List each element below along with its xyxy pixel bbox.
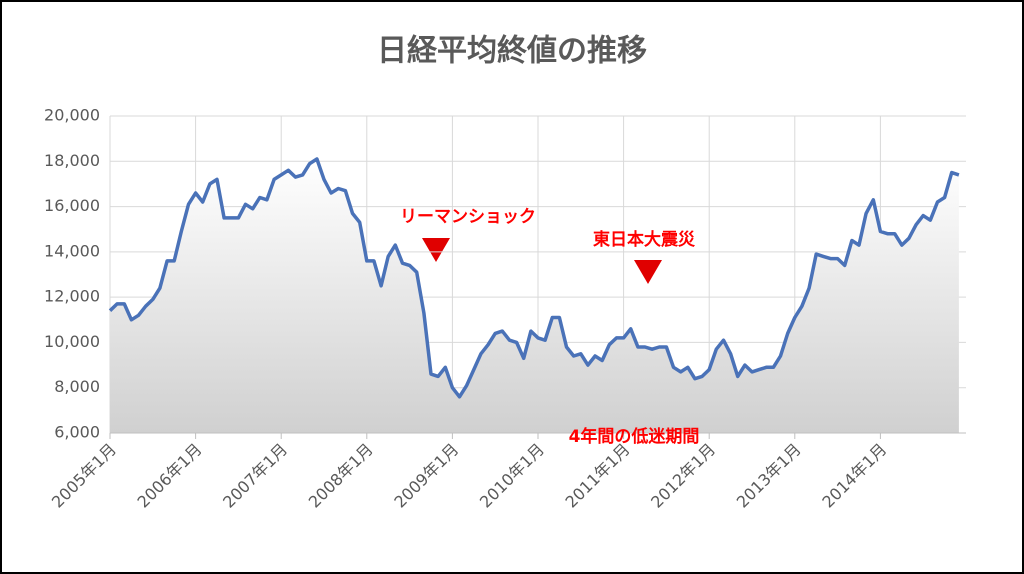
annotation: 東日本大震災 <box>593 229 696 250</box>
marker-triangle <box>634 260 662 284</box>
y-tick-label: 18,000 <box>44 151 100 170</box>
y-tick-label: 20,000 <box>44 106 100 125</box>
annotation: 4年間の低迷期間 <box>569 426 700 447</box>
y-tick-label: 12,000 <box>44 287 100 306</box>
marker-triangle <box>422 238 450 262</box>
y-tick-label: 14,000 <box>44 241 100 260</box>
annotation: リーマンショック <box>400 207 536 227</box>
y-tick-label: 10,000 <box>44 332 100 351</box>
line <box>108 157 960 399</box>
y-tick-label: 16,000 <box>44 196 100 215</box>
y-tick-label: 8,000 <box>54 377 100 396</box>
chart-title: 日経平均終値の推移 <box>377 34 647 69</box>
area <box>110 159 959 433</box>
y-tick-label: 6,000 <box>54 423 100 442</box>
